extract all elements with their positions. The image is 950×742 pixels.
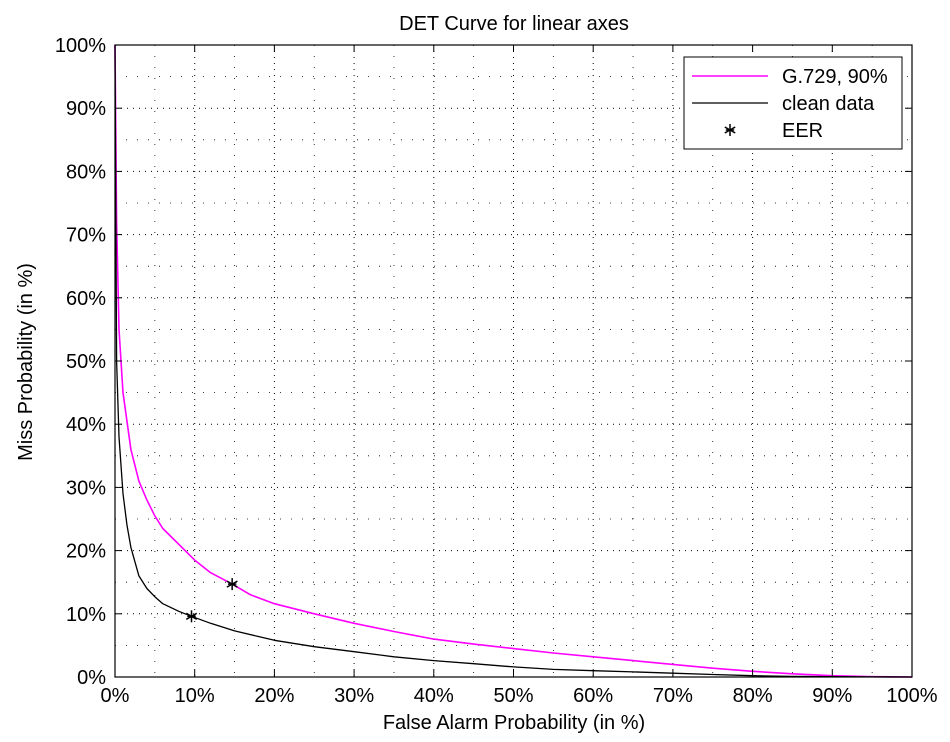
legend-label-g729: G.729, 90% [782, 66, 888, 88]
y-tick-label: 50% [66, 351, 106, 373]
legend-eer-symbol [724, 124, 736, 136]
x-axis-label: False Alarm Probability (in %) [383, 712, 645, 734]
x-tick-label: 30% [334, 685, 374, 707]
x-tick-label: 80% [733, 685, 773, 707]
y-tick-label: 40% [66, 414, 106, 436]
y-tick-label: 0% [77, 667, 106, 689]
y-tick-label: 20% [66, 541, 106, 563]
legend-label-eer: EER [782, 120, 823, 142]
x-tick-label: 90% [812, 685, 852, 707]
y-tick-label: 10% [66, 604, 106, 626]
eer-marker [185, 610, 198, 623]
x-tick-label: 60% [573, 685, 613, 707]
legend-label-clean: clean data [782, 93, 875, 115]
y-tick-label: 30% [66, 477, 106, 499]
x-tick-label: 100% [886, 685, 937, 707]
y-tick-label: 80% [66, 161, 106, 183]
x-tick-label: 50% [493, 685, 533, 707]
legend: G.729, 90% clean data EER [683, 56, 903, 150]
legend-marker-eer [724, 124, 736, 136]
axis-ticks: 0% 10% 20% 30% 40% 50% 60% 70% 80% 90% 100% 0% 10% 20… [55, 35, 938, 707]
grid-lines [115, 45, 912, 677]
y-tick-label: 90% [66, 98, 106, 120]
chart-title: DET Curve for linear axes [399, 13, 629, 35]
eer-markers [185, 578, 238, 623]
y-tick-label: 70% [66, 225, 106, 247]
y-tick-label: 100% [55, 35, 106, 57]
x-tick-label: 0% [101, 685, 130, 707]
x-tick-label: 10% [175, 685, 215, 707]
x-tick-label: 20% [254, 685, 294, 707]
eer-marker [226, 578, 238, 591]
series-lines [114, 44, 913, 678]
series-line-clean [114, 44, 913, 678]
y-axis-label: Miss Probability (in %) [15, 263, 37, 461]
series-line-g729 [114, 44, 913, 678]
y-tick-label: 60% [66, 288, 106, 310]
x-tick-label: 40% [414, 685, 454, 707]
x-tick-label: 70% [653, 685, 693, 707]
